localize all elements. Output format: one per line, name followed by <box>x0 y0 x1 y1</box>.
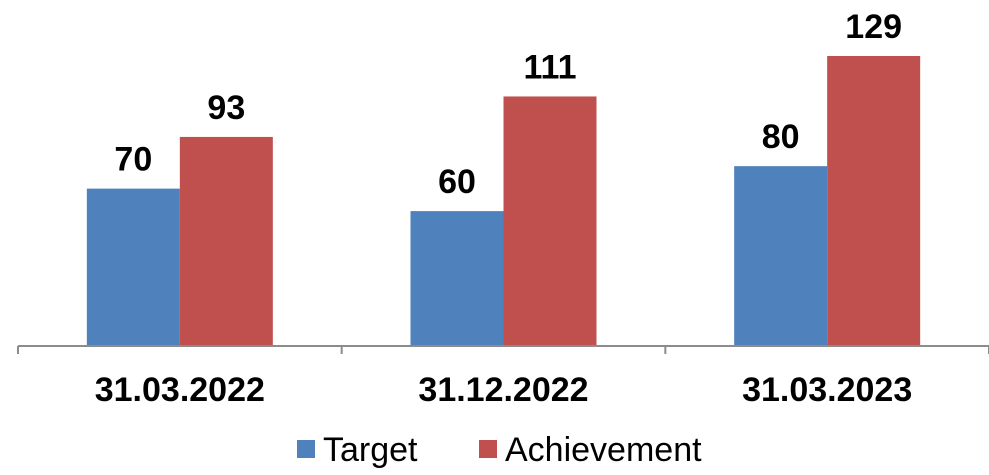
bar-target-3 <box>734 166 828 346</box>
x-axis-ticks: 31.03.2022 31.12.2022 31.03.2023 <box>17 346 989 409</box>
bar-achievement-3 <box>827 56 921 346</box>
data-label-target-3: 80 <box>762 118 800 156</box>
legend-label-achievement: Achievement <box>505 431 702 469</box>
legend: Target Achievement <box>297 431 702 469</box>
legend-item-target: Target <box>297 431 418 469</box>
bar-target-2 <box>410 211 504 346</box>
legend-swatch-target <box>297 440 315 458</box>
x-tick-label: 31.03.2022 <box>95 371 265 409</box>
data-label-achievement-3: 129 <box>845 8 902 46</box>
x-tick-label: 31.12.2022 <box>418 371 588 409</box>
bar-achievement-1 <box>179 136 273 346</box>
legend-swatch-achievement <box>479 440 497 458</box>
legend-label-target: Target <box>323 431 418 469</box>
data-label-target-1: 70 <box>114 141 152 179</box>
data-label-target-2: 60 <box>438 163 476 201</box>
bars-layer <box>86 56 921 346</box>
x-tick-label: 31.03.2023 <box>742 371 912 409</box>
bar-achievement-2 <box>503 96 597 346</box>
data-label-achievement-1: 93 <box>207 89 245 127</box>
legend-item-achievement: Achievement <box>479 431 702 469</box>
bar-target-1 <box>86 188 180 346</box>
data-labels-layer: 70 93 60 111 80 129 <box>114 8 902 201</box>
data-label-achievement-2: 111 <box>524 48 577 86</box>
